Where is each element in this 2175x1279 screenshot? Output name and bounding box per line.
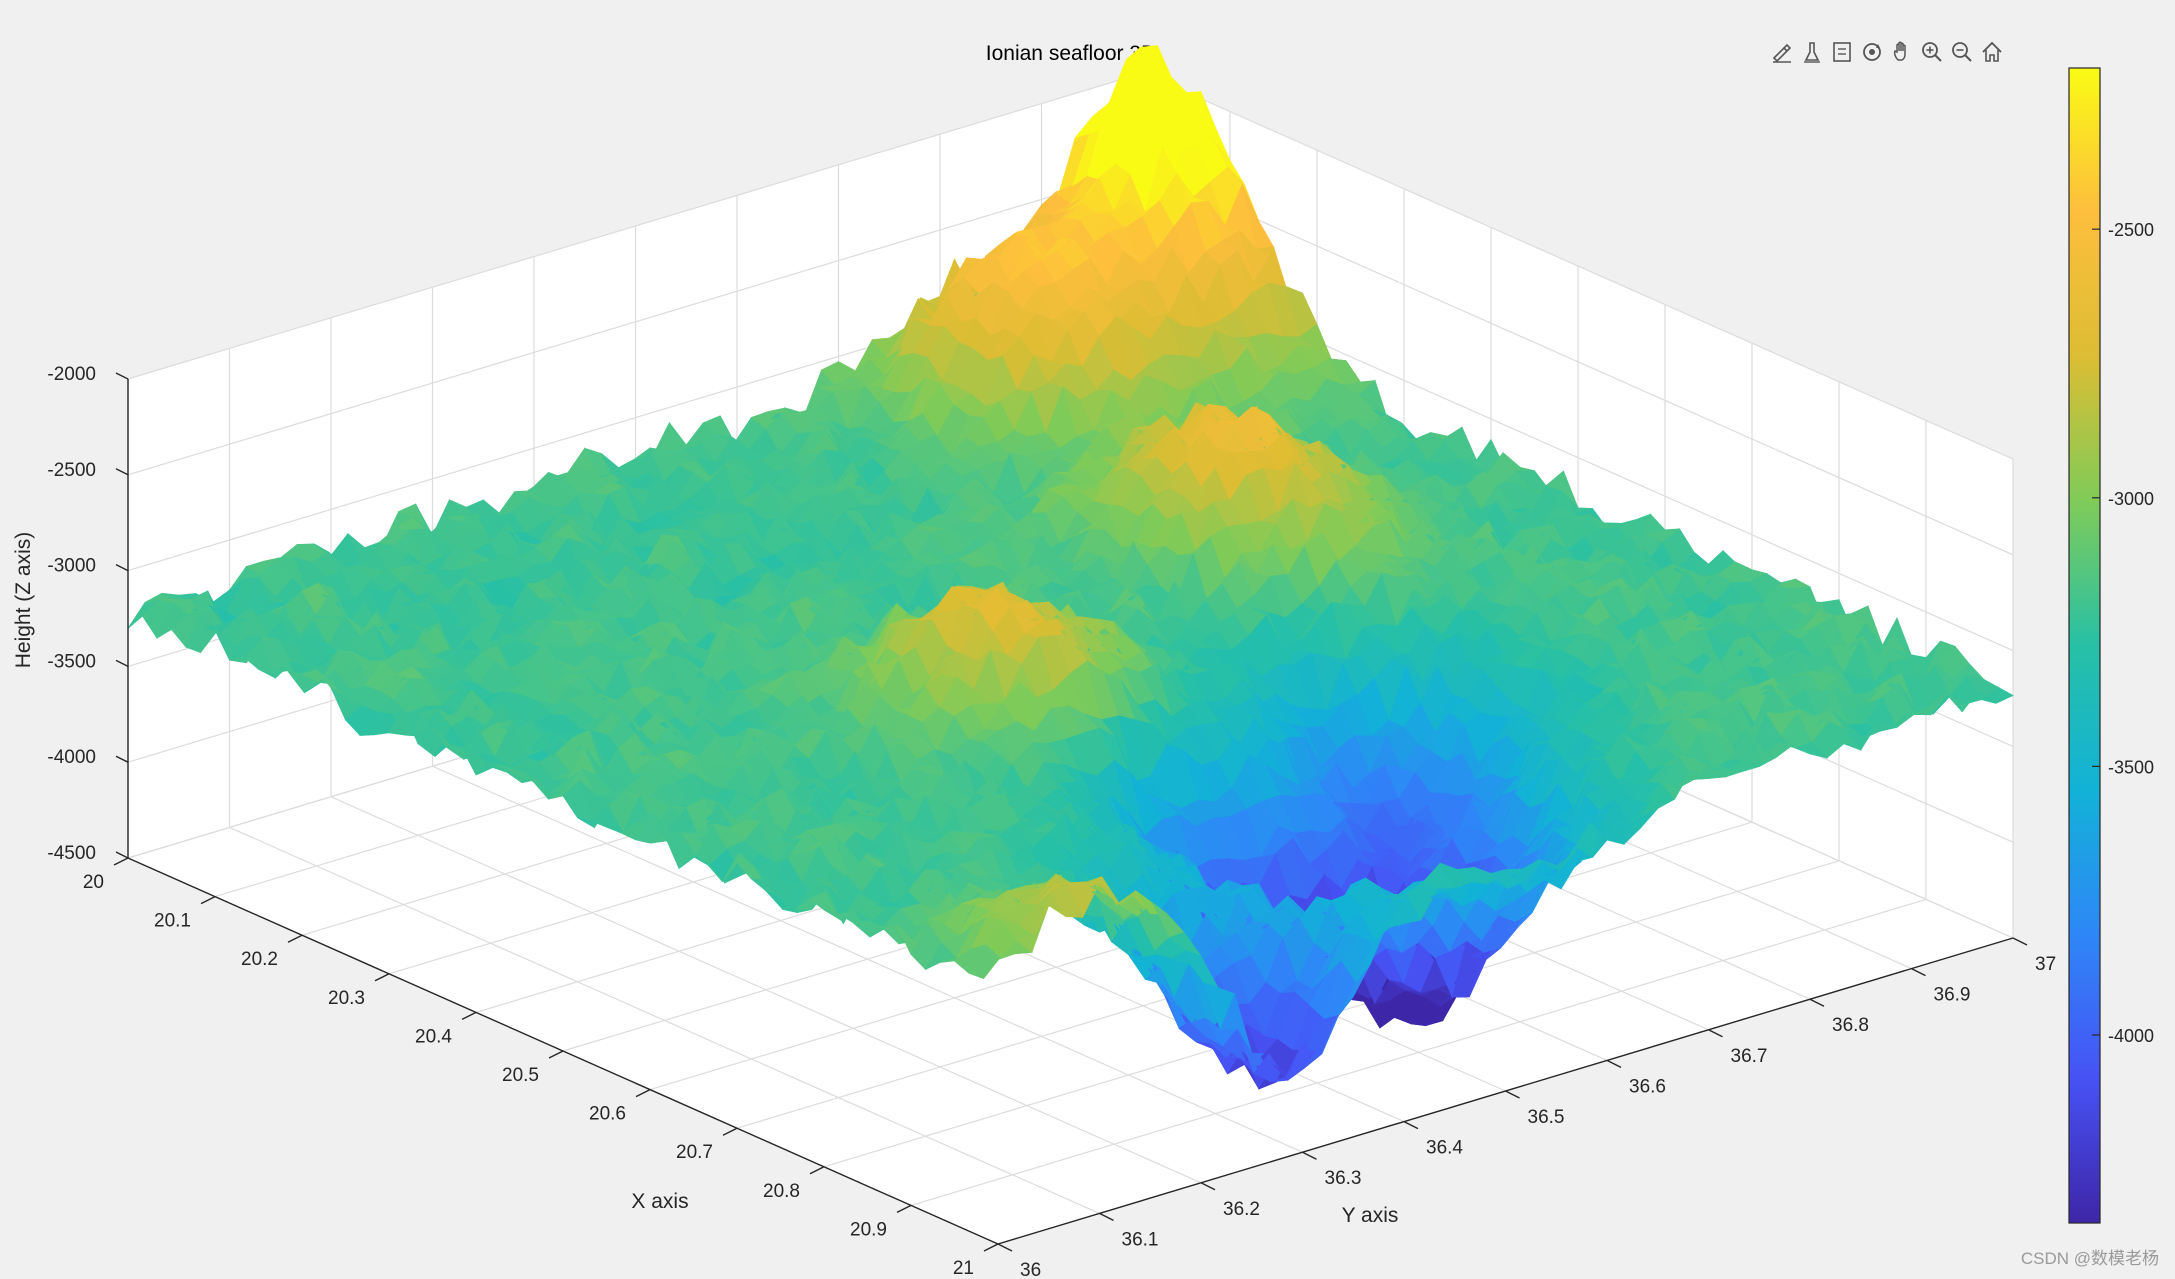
- colorbar-gradient: [2068, 67, 2101, 1224]
- x-tick: [635, 1088, 651, 1098]
- y-tick: [1099, 1212, 1114, 1222]
- y-tick: [1809, 998, 1825, 1007]
- x-tick: [983, 1243, 999, 1252]
- grid-line: [229, 826, 1100, 1214]
- grid-line: [1142, 168, 2014, 556]
- x-tick-label: 20.9: [850, 1219, 887, 1240]
- grid-line: [127, 72, 1144, 380]
- chart-title: Ionian seafloor 3D: [986, 42, 1156, 65]
- y-tick: [1302, 1151, 1317, 1160]
- y-tick-label: 36.9: [1934, 985, 1971, 1006]
- rotate-3d-icon[interactable]: [1858, 38, 1886, 66]
- x-tick: [287, 934, 303, 943]
- y-tick: [1200, 1182, 1216, 1191]
- grid-line: [1142, 72, 2014, 460]
- y-tick: [1708, 1029, 1723, 1038]
- y-tick: [1911, 967, 1926, 977]
- y-tick: [1403, 1120, 1419, 1130]
- y-tick: [2012, 937, 2028, 946]
- home-icon[interactable]: [1978, 38, 2006, 66]
- z-tick: [115, 659, 129, 668]
- brush-icon[interactable]: [1768, 38, 1796, 66]
- y-tick-label: 36.2: [1223, 1199, 1260, 1220]
- z-tick: [115, 851, 129, 859]
- colorbar-tick-label: -3500: [2108, 757, 2154, 777]
- z-axis-label: Height (Z axis): [12, 532, 35, 669]
- colorbar-tick-label: -4000: [2108, 1026, 2154, 1046]
- y-tick-label: 36: [1020, 1260, 1041, 1279]
- x-tick-label: 21: [953, 1258, 974, 1279]
- y-tick-label: 36.4: [1426, 1138, 1463, 1159]
- y-tick: [1606, 1059, 1622, 1069]
- x-tick-label: 20.2: [241, 949, 278, 970]
- z-tick: [115, 372, 129, 380]
- z-tick-label: -2500: [47, 460, 96, 481]
- x-tick: [200, 895, 216, 905]
- z-tick-label: -3000: [47, 556, 96, 577]
- x-tick: [548, 1050, 564, 1059]
- zoom-in-icon[interactable]: [1918, 38, 1946, 66]
- x-tick: [896, 1204, 912, 1214]
- x-axis-label: X axis: [631, 1190, 688, 1213]
- y-tick-label: 36.5: [1528, 1107, 1565, 1128]
- y-tick-label: 37: [2035, 954, 2056, 975]
- grid-line: [330, 796, 1202, 1184]
- y-tick-label: 36.7: [1731, 1046, 1768, 1067]
- z-tick: [115, 563, 129, 572]
- x-tick-label: 20.4: [415, 1026, 452, 1047]
- grid-line: [127, 168, 1144, 476]
- x-tick-label: 20.6: [589, 1104, 626, 1125]
- x-tick: [722, 1127, 738, 1136]
- x-tick-label: 20.8: [763, 1181, 800, 1202]
- y-tick-label: 36.3: [1325, 1168, 1362, 1189]
- colorbar-tick-label: -2500: [2108, 220, 2154, 240]
- x-tick-label: 20: [83, 872, 104, 893]
- x-tick-label: 20.1: [154, 911, 191, 932]
- legend-icon[interactable]: [1828, 38, 1856, 66]
- zoom-out-icon[interactable]: [1948, 38, 1976, 66]
- y-axis-label: Y axis: [1342, 1204, 1399, 1227]
- x-tick-label: 20.5: [502, 1065, 539, 1086]
- z-tick-label: -2000: [47, 364, 96, 385]
- x-tick-label: 20.7: [676, 1142, 713, 1163]
- z-tick-label: -4500: [47, 843, 96, 864]
- grid-line: [432, 765, 1303, 1153]
- y-tick-label: 36.8: [1832, 1015, 1869, 1036]
- seafloor-surface[interactable]: [127, 45, 2014, 1090]
- colorbar-tick-label: -3000: [2108, 489, 2154, 509]
- x-tick-label: 20.3: [328, 988, 365, 1009]
- z-tick: [115, 468, 129, 476]
- pan-hand-icon[interactable]: [1888, 38, 1916, 66]
- z-tick-label: -3500: [47, 651, 96, 672]
- y-tick-label: 36.6: [1629, 1076, 1666, 1097]
- x-tick: [809, 1166, 825, 1175]
- x-tick: [374, 973, 390, 982]
- x-tick: [461, 1011, 477, 1021]
- colorbar[interactable]: -2500 -3000 -3500 -4000: [2068, 67, 2154, 1224]
- y-tick-label: 36.1: [1122, 1229, 1159, 1250]
- axis-ticks: 20 20.1 20.2 20.3 20.4 20.5 20.6 20.7 20.8 20.9 21…: [47, 364, 2056, 1279]
- data-tips-icon[interactable]: [1798, 38, 1826, 66]
- watermark: CSDN @数模老杨: [2020, 1249, 2159, 1268]
- x-tick: [113, 857, 129, 866]
- surface-patch: [1980, 686, 2014, 704]
- y-tick: [997, 1243, 1013, 1252]
- figure-toolbar: [1768, 34, 2006, 70]
- y-tick: [1505, 1090, 1520, 1099]
- z-tick-label: -4000: [47, 747, 96, 768]
- z-tick: [115, 755, 129, 763]
